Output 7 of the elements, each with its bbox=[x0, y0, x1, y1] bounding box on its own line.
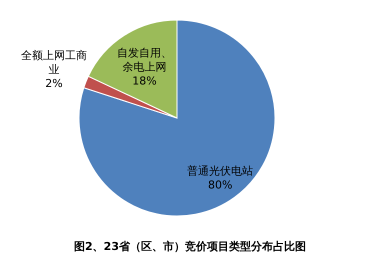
text: 图2、23省（区、市）竞价项目类型分布占比图 bbox=[74, 240, 306, 253]
slice-label: 普通光伏电站 bbox=[187, 164, 254, 178]
data-label: 2% bbox=[45, 77, 63, 90]
data-label: 80% bbox=[208, 178, 232, 192]
slice-label: 全额上网工商业 bbox=[20, 49, 87, 76]
slice-label: 自发自用、余电上网 bbox=[116, 46, 172, 74]
data-label: 18% bbox=[132, 74, 157, 88]
